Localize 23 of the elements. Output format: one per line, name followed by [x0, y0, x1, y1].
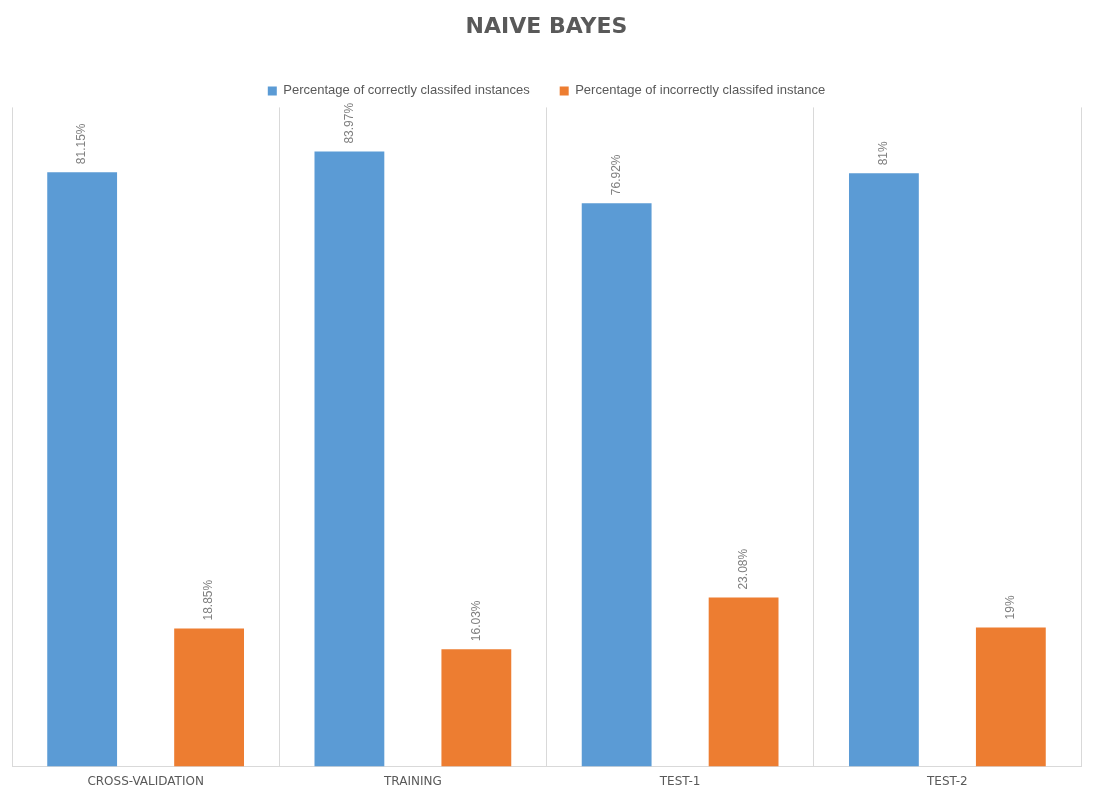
- data-label: 23.08%: [735, 548, 750, 590]
- bar: [441, 649, 512, 767]
- x-tick-label: TRAINING: [383, 773, 442, 788]
- bar: [581, 203, 652, 767]
- data-label: 16.03%: [468, 600, 483, 642]
- data-label: 19%: [1003, 595, 1018, 620]
- chart-title: NAIVE BAYES: [465, 12, 628, 38]
- x-tick-label: CROSS-VALIDATION: [87, 773, 204, 788]
- legend-label: Percentage of incorrectly classifed instance: [575, 82, 826, 98]
- data-label: 76.92%: [608, 154, 623, 196]
- bar: [975, 627, 1046, 767]
- data-label: 81.15%: [74, 123, 89, 165]
- bar: [174, 628, 245, 767]
- bar: [314, 151, 385, 767]
- legend-label: Percentage of correctly classifed instances: [283, 82, 531, 98]
- data-label: 83.97%: [341, 102, 356, 144]
- x-tick-label: TEST-2: [926, 773, 968, 788]
- bar: [708, 597, 779, 767]
- data-label: 18.85%: [201, 579, 216, 621]
- bar: [848, 173, 919, 767]
- data-label: 81%: [876, 140, 891, 166]
- bar: [47, 172, 118, 767]
- x-tick-label: TEST-1: [658, 773, 701, 788]
